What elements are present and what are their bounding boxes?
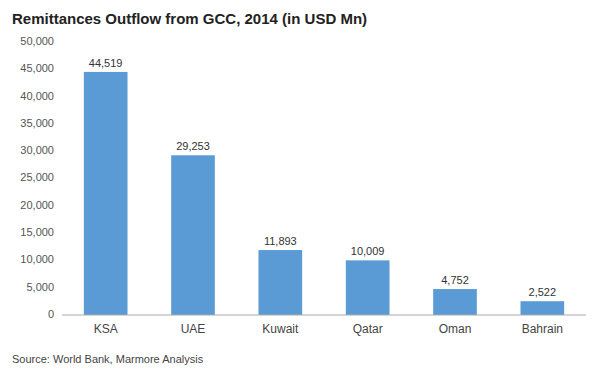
x-axis-line xyxy=(62,315,586,316)
x-tick-label: Oman xyxy=(439,322,472,336)
y-tick-label: 10,000 xyxy=(20,253,54,265)
data-labels: 44,519 29,253 11,893 10,009 4,752 2,522 xyxy=(89,57,556,298)
annotation: Source: World Bank, Marmore Analysis xyxy=(12,353,204,365)
bars xyxy=(84,72,564,315)
bar xyxy=(433,289,477,315)
y-tick-label: 25,000 xyxy=(20,171,54,183)
x-axis: KSA UAE Kuwait Qatar Oman Bahrain xyxy=(94,322,563,336)
x-tick-label: KSA xyxy=(94,322,118,336)
y-tick-label: 40,000 xyxy=(20,90,54,102)
y-tick-label: 35,000 xyxy=(20,117,54,129)
bar xyxy=(84,72,128,315)
y-tick-label: 45,000 xyxy=(20,62,54,74)
chart-svg: 0 5,000 10,000 15,000 20,000 25,000 30,000 35,0… xyxy=(0,0,602,373)
chart-container: 0 5,000 10,000 15,000 20,000 25,000 30,000 35,0… xyxy=(0,0,602,373)
data-label: 11,893 xyxy=(264,235,297,247)
x-tick-label: UAE xyxy=(181,322,206,336)
x-tick-label: Qatar xyxy=(353,322,383,336)
y-tick-label: 0 xyxy=(48,308,54,320)
x-tick-label: Bahrain xyxy=(522,322,563,336)
bar xyxy=(521,301,565,315)
page: {"chart_data": {"type": "bar", "title": … xyxy=(0,0,602,373)
x-tick-label: Kuwait xyxy=(262,322,299,336)
bar xyxy=(171,155,215,315)
y-tick-label: 20,000 xyxy=(20,199,54,211)
data-label: 29,253 xyxy=(176,140,210,152)
y-tick-label: 50,000 xyxy=(20,35,54,47)
title: Remittances Outflow from GCC, 2014 (in U… xyxy=(12,10,367,27)
y-tick-label: 30,000 xyxy=(20,144,54,156)
bar xyxy=(259,250,303,315)
y-axis: 0 5,000 10,000 15,000 20,000 25,000 30,000 35,0… xyxy=(20,35,54,320)
y-tick-label: 5,000 xyxy=(26,281,54,293)
data-label: 44,519 xyxy=(89,57,123,69)
y-tick-label: 15,000 xyxy=(20,226,54,238)
data-label: 4,752 xyxy=(441,274,469,286)
bar xyxy=(346,260,390,315)
data-label: 2,522 xyxy=(529,286,557,298)
data-label: 10,009 xyxy=(351,245,385,257)
